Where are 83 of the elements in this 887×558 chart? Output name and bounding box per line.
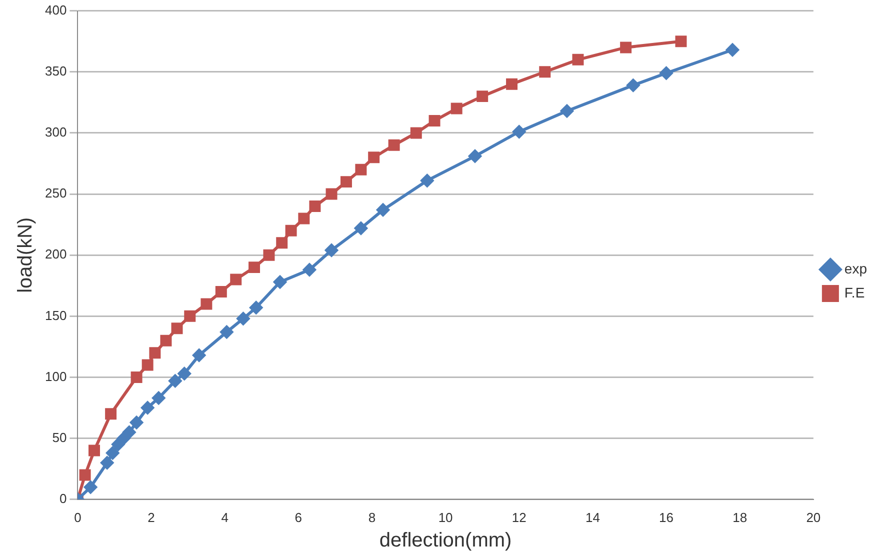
x-tick-label: 8	[368, 510, 376, 525]
y-tick-label: 100	[44, 368, 67, 384]
point	[142, 359, 154, 371]
point	[200, 298, 212, 310]
point	[263, 249, 275, 261]
point	[130, 416, 144, 429]
point	[302, 263, 316, 276]
point	[192, 348, 206, 362]
point	[326, 188, 338, 200]
point	[149, 347, 161, 359]
y-tick-label: 50	[52, 430, 67, 445]
x-tick-label: 20	[806, 510, 821, 525]
point	[250, 301, 263, 314]
y-tick-label: 200	[44, 246, 67, 262]
legend-label: exp	[844, 260, 868, 276]
point	[368, 152, 380, 164]
point	[340, 176, 352, 188]
point	[84, 480, 98, 494]
point	[620, 42, 632, 54]
point	[117, 432, 130, 445]
point	[106, 446, 120, 460]
point	[79, 469, 91, 481]
x-tick-label: 4	[221, 510, 228, 525]
y-tick-label: 400	[44, 2, 67, 18]
point	[285, 224, 297, 236]
point	[100, 456, 114, 470]
point	[506, 78, 518, 90]
y-tick-label: 150	[44, 308, 67, 323]
point	[88, 444, 100, 456]
point	[410, 127, 422, 139]
y-tick-label: 300	[44, 124, 67, 140]
point	[276, 237, 288, 249]
point	[626, 78, 640, 92]
point	[152, 392, 166, 405]
point	[675, 36, 687, 48]
point	[388, 139, 400, 151]
point	[468, 150, 482, 163]
point	[274, 275, 287, 288]
legend-label: F.E	[844, 284, 865, 300]
x-tick-label: 14	[585, 510, 600, 525]
y-tick-label: 350	[44, 63, 67, 78]
point	[105, 408, 117, 420]
x-tick-label: 2	[148, 510, 155, 525]
point	[355, 164, 367, 176]
point	[160, 334, 172, 346]
point	[660, 66, 673, 80]
point	[572, 54, 584, 66]
point	[112, 438, 125, 451]
point	[230, 274, 242, 286]
point	[236, 312, 250, 326]
point	[298, 212, 310, 224]
point	[220, 326, 234, 339]
point	[184, 310, 196, 322]
point	[141, 401, 154, 414]
point	[354, 222, 368, 235]
point	[539, 66, 551, 78]
x-axis-title: deflection(mm)	[379, 530, 512, 552]
point	[560, 104, 574, 118]
point	[428, 114, 440, 126]
point	[476, 90, 488, 102]
point	[178, 367, 191, 380]
point	[130, 372, 142, 383]
x-tick-label: 6	[294, 510, 302, 525]
point	[171, 322, 183, 334]
x-tick-label: 0	[74, 510, 82, 525]
x-tick-label: 12	[512, 510, 526, 525]
point	[450, 102, 462, 114]
y-tick-label: 0	[59, 490, 67, 506]
y-axis-title: load(kN)	[14, 217, 37, 293]
point	[309, 200, 321, 212]
x-tick-label: 16	[659, 510, 674, 525]
point	[248, 262, 260, 274]
point	[215, 286, 227, 298]
point	[325, 244, 338, 257]
y-tick-label: 250	[44, 186, 67, 201]
x-tick-label: 18	[732, 510, 748, 525]
point	[168, 374, 182, 388]
point	[420, 174, 434, 188]
point	[122, 426, 136, 439]
point	[512, 125, 526, 138]
x-tick-label: 10	[438, 510, 453, 525]
point	[376, 203, 390, 216]
point	[726, 43, 739, 56]
